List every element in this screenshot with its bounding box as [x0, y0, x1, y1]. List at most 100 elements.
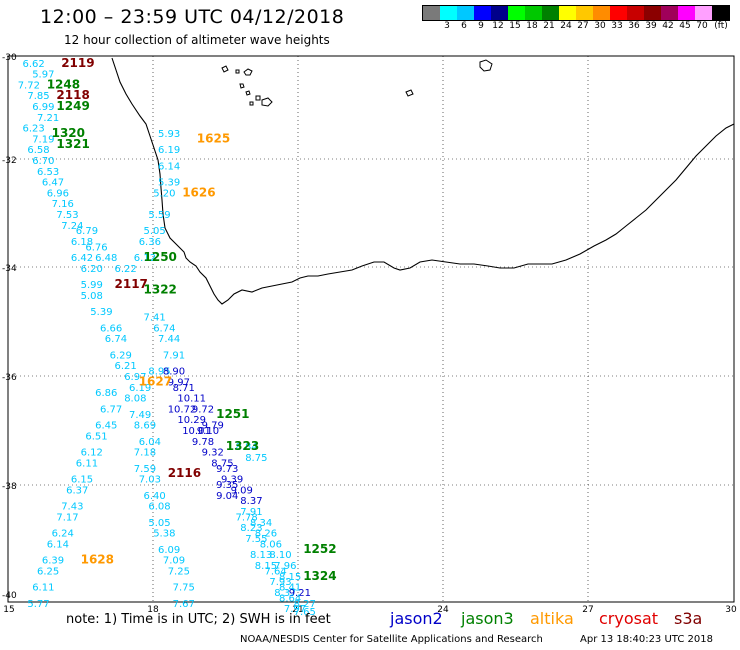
wave-height-value: 7.55: [245, 534, 267, 545]
wave-height-value: 5.39: [90, 307, 112, 318]
scale-swatch: [525, 6, 542, 20]
wave-height-value: 5.99: [81, 280, 103, 291]
y-tick-label: -40: [2, 591, 17, 601]
wave-height-value: 7.64: [265, 566, 287, 577]
wave-height-value: 7.21: [37, 113, 59, 124]
wave-height-value: 6.97: [124, 372, 146, 383]
scale-label: 33: [611, 21, 623, 31]
wave-height-value: 7.43: [61, 502, 83, 513]
wave-height-value: 6.09: [158, 545, 180, 556]
wave-height-value: 5.77: [27, 599, 49, 610]
scale-label: 39: [645, 21, 657, 31]
wave-height-value: 7.97: [284, 604, 306, 615]
wave-height-value: 7.91: [163, 350, 185, 361]
x-tick-label: 15: [3, 605, 14, 615]
wave-height-value: 6.86: [95, 388, 117, 399]
wave-height-value: 6.96: [47, 188, 69, 199]
wave-height-value: 8.06: [260, 539, 282, 550]
wave-height-value: 8.41: [279, 583, 301, 594]
pass-time-label: 1320: [52, 126, 85, 140]
scale-swatch: [474, 6, 491, 20]
y-tick-label: -36: [2, 373, 17, 383]
pass-time-label: 1252: [303, 542, 336, 556]
wave-height-value: 5.38: [153, 529, 175, 540]
wave-height-value: 7.41: [144, 313, 166, 324]
wave-height-value: 6.58: [27, 145, 49, 156]
scale-swatch: [644, 6, 661, 20]
scale-label: 70: [696, 21, 708, 31]
wave-height-value: 7.53: [56, 210, 78, 221]
wave-height-value: 8.90: [163, 367, 185, 378]
scale-swatch: [457, 6, 474, 20]
wave-height-value: 7.49: [129, 410, 151, 421]
pass-time-label: 1321: [56, 137, 89, 151]
wave-height-value: 8.15: [279, 572, 301, 583]
wave-height-value: 6.45: [95, 421, 117, 432]
color-scale: [422, 5, 730, 21]
wave-height-value: 6.36: [139, 237, 161, 248]
wave-height-value: 7.03: [139, 475, 161, 486]
scale-swatch: [440, 6, 457, 20]
wave-height-value: 6.74: [105, 334, 127, 345]
x-axis-labels: 15 18 21 24 27 30: [3, 605, 737, 615]
wave-height-value: 6.24: [52, 529, 74, 540]
scale-swatch: [678, 6, 695, 20]
wave-height-value: 6.37: [66, 485, 88, 496]
x-tick-label: 18: [147, 605, 159, 615]
wave-height-value: 5.08: [81, 291, 103, 302]
wave-height-value: 6.19: [129, 383, 151, 394]
scale-label: 12: [492, 21, 504, 31]
wave-height-value: 5.20: [153, 188, 175, 199]
wave-height-value: 6.39: [42, 556, 64, 567]
wave-height-value: 6.04: [139, 437, 161, 448]
pass-time-label: 2117: [115, 277, 148, 291]
wave-height-value: 9.32: [202, 448, 224, 459]
scale-swatch: [695, 6, 712, 20]
wave-height-labels: 6.625.977.727.856.997.216.237.196.586.70…: [18, 59, 316, 618]
y-tick-label: -34: [2, 264, 17, 274]
wave-height-value: 6.11: [32, 583, 54, 594]
wave-height-value: 7.96: [274, 561, 296, 572]
wave-height-value: 8.95: [148, 367, 170, 378]
pass-time-label: 1625: [197, 131, 230, 145]
scale-label: 21: [543, 21, 555, 31]
wave-height-value: 6.77: [100, 404, 122, 415]
pass-time-label: 2116: [168, 466, 201, 480]
wave-height-value: 6.20: [81, 264, 103, 275]
wave-height-value: 10.01: [182, 426, 211, 437]
scale-swatch: [627, 6, 644, 20]
scale-label: 27: [577, 21, 589, 31]
wave-height-value: 7.67: [173, 599, 195, 610]
wave-height-value: 8.27: [294, 599, 316, 610]
wave-height-value: 6.22: [115, 264, 137, 275]
wave-height-value: 7.65: [294, 607, 316, 618]
pass-time-label: 1627: [139, 374, 172, 388]
wave-height-value: 6.14: [158, 161, 180, 172]
wave-height-value: 9.79: [202, 421, 224, 432]
wave-height-value: 7.18: [134, 448, 156, 459]
x-tick-label: 27: [582, 605, 593, 615]
map-title: 12:00 – 23:59 UTC 04/12/2018: [40, 6, 345, 28]
footer-credit: NOAA/NESDIS Center for Satellite Applica…: [240, 634, 543, 645]
wave-height-value: 7.16: [52, 199, 74, 210]
scale-label: 45: [679, 21, 691, 31]
wave-height-value: 8.75: [211, 458, 233, 469]
scale-swatch: [610, 6, 627, 20]
plot-frame: [7, 55, 735, 603]
wave-height-value: 10.29: [177, 415, 206, 426]
wave-height-value: 7.75: [173, 583, 195, 594]
scale-swatch: [491, 6, 508, 20]
wave-height-value: 9.73: [216, 464, 238, 475]
wave-height-value: 8.10: [269, 550, 291, 561]
scale-swatch: [576, 6, 593, 20]
wave-height-value: 5.05: [144, 226, 166, 237]
pass-time-label: 1249: [56, 99, 89, 113]
y-tick-label: -30: [2, 53, 17, 63]
wave-height-value: 7.91: [240, 507, 262, 518]
y-tick-label: -32: [2, 156, 17, 166]
scale-swatch: [423, 6, 440, 20]
wave-height-value: 8.75: [245, 453, 267, 464]
wave-height-value: 6.12: [134, 253, 156, 264]
